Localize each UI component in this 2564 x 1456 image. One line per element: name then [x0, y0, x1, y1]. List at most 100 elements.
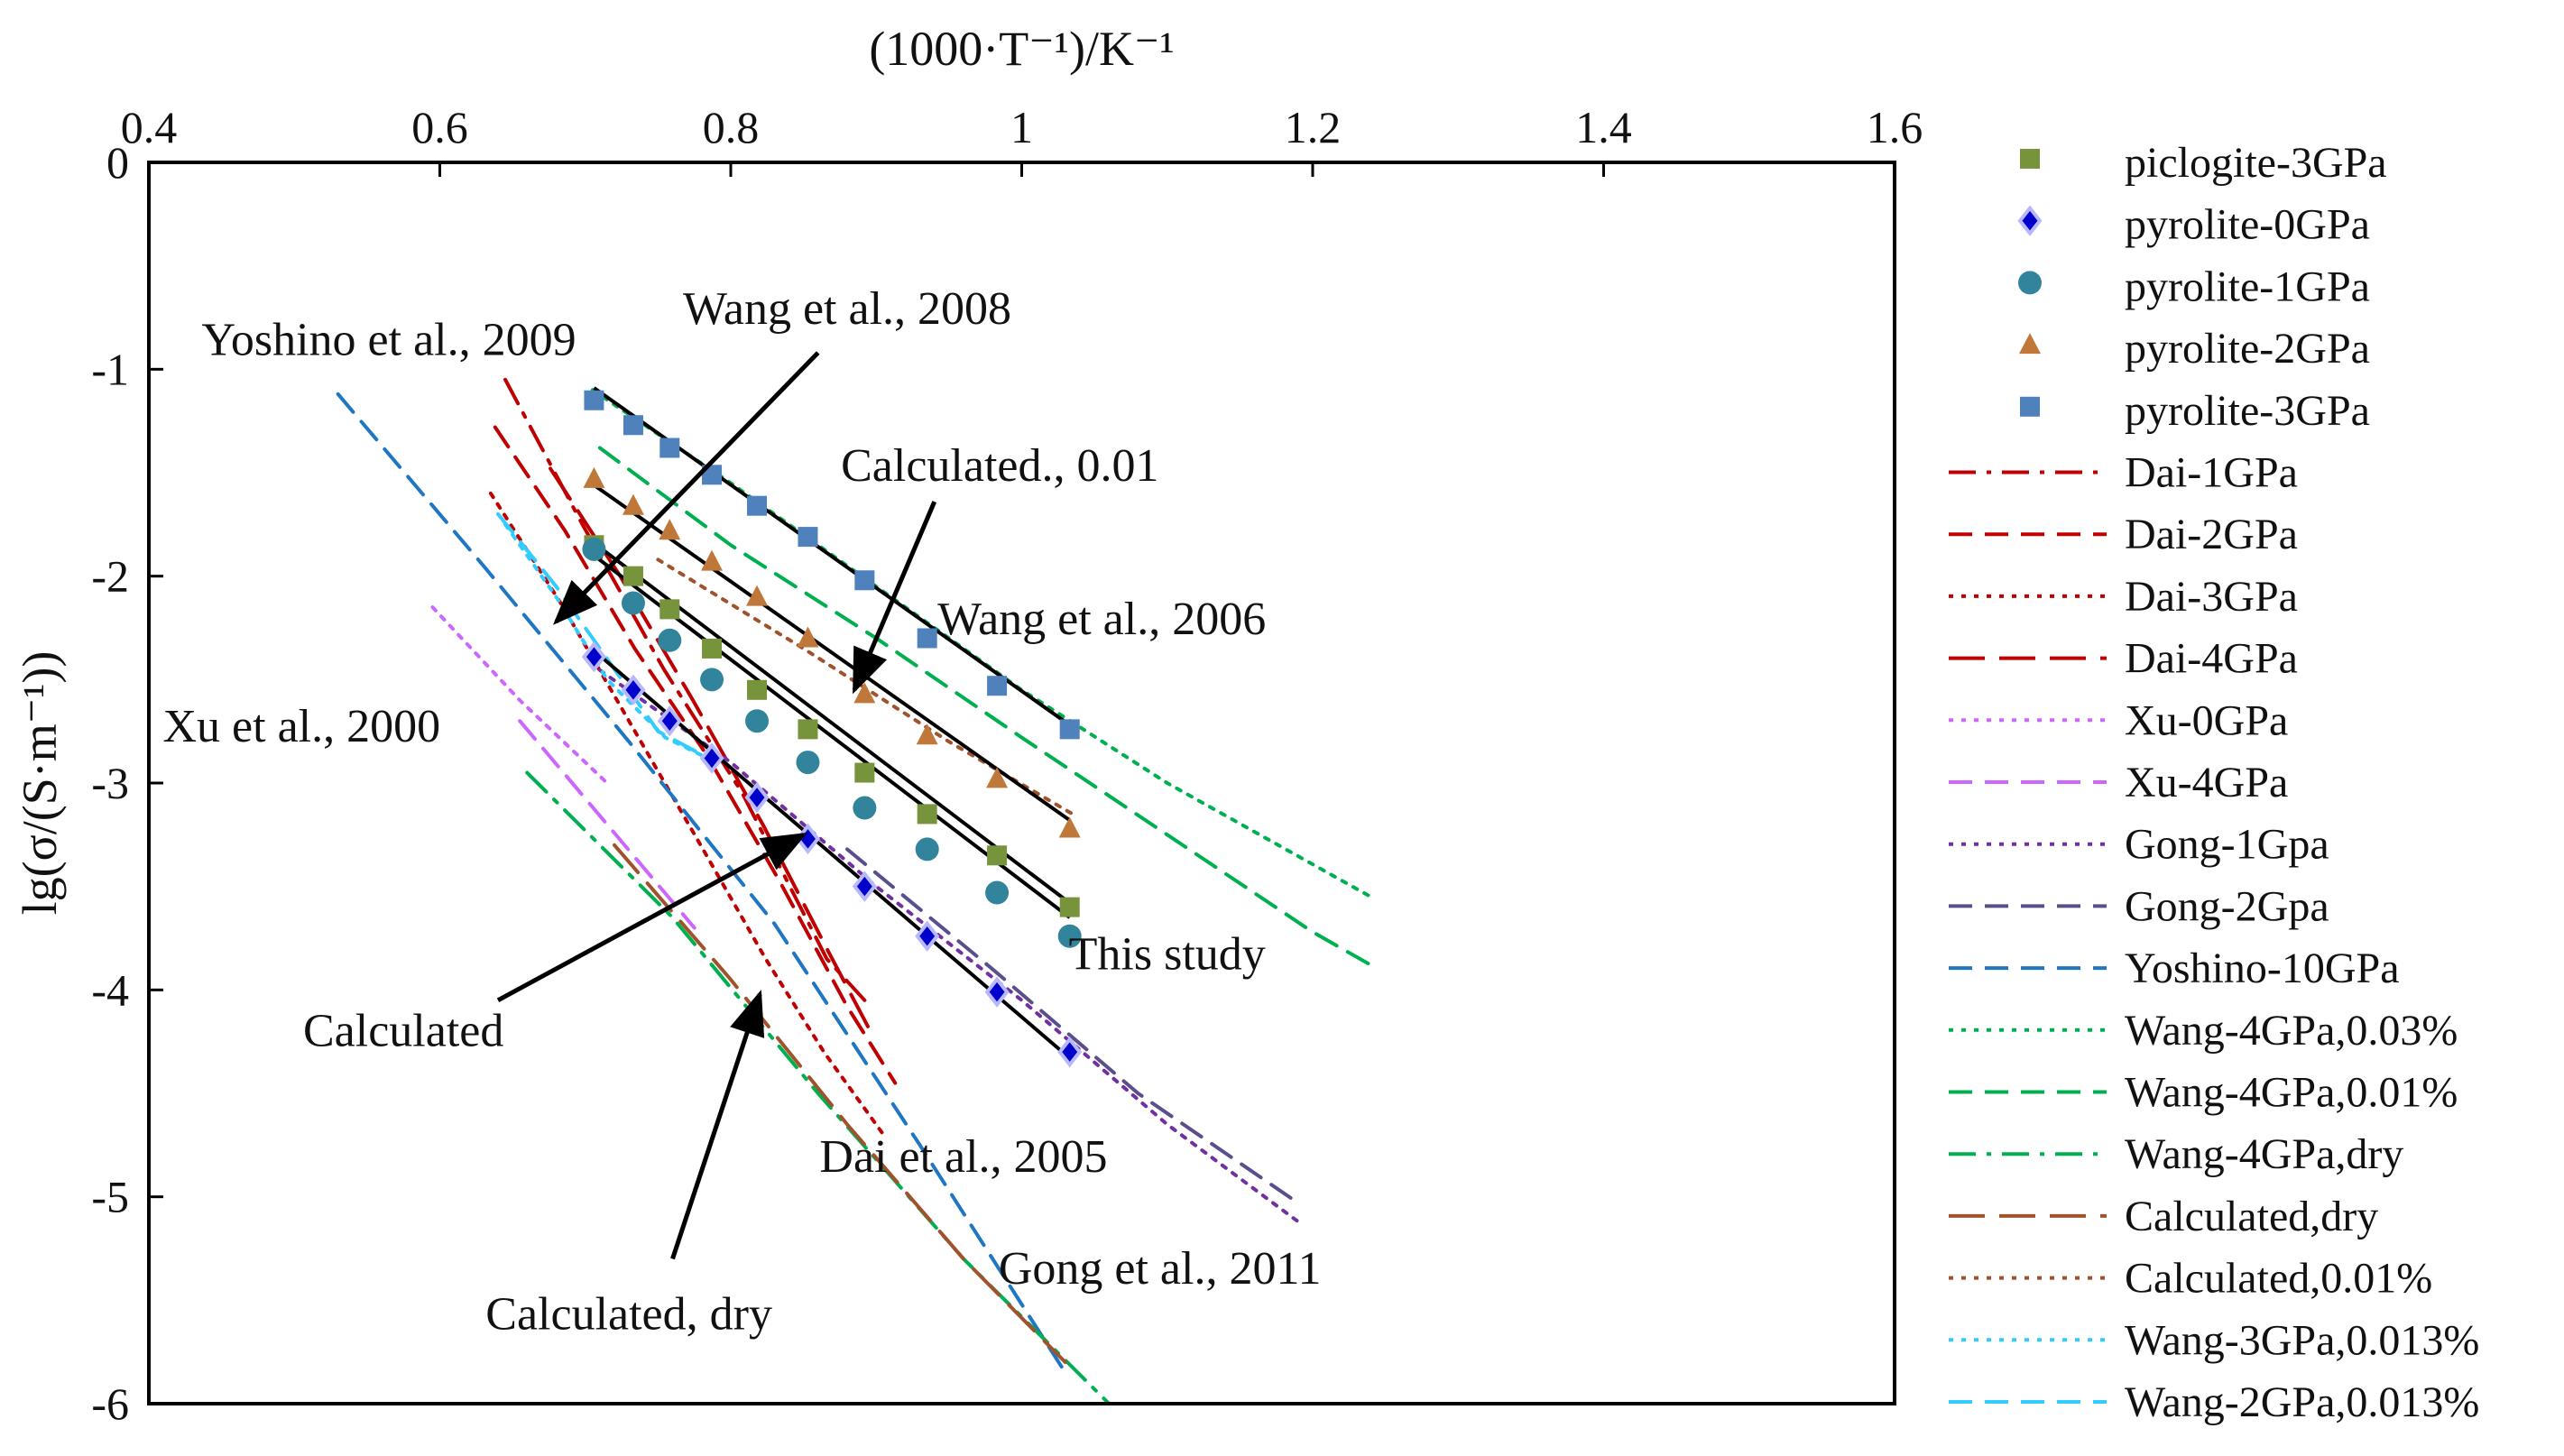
legend-item-piclogite-3gpa: piclogite-3GPa: [2020, 139, 2387, 187]
point-pyrolite-1gpa: [658, 628, 682, 652]
legend-item-wang-4gpa-0-01: Wang-4GPa,0.01%: [1949, 1069, 2458, 1117]
x-tick-label: 1.4: [1575, 102, 1632, 152]
legend-label-pyrolite-3gpa: pyrolite-3GPa: [2125, 387, 2370, 435]
annotation-gong-et-al-2011: Gong et al., 2011: [999, 1243, 1322, 1295]
series-line-dai-4gpa: [549, 466, 872, 1034]
x-tick-label: 1: [1010, 102, 1033, 152]
legend-label-pyrolite-2gpa: pyrolite-2GPa: [2125, 325, 2370, 373]
arrow-calculated-dry: [670, 990, 765, 1260]
point-pyrolite-2gpa: [1058, 816, 1081, 838]
annotation-wang-et-al-2008: Wang et al., 2008: [683, 283, 1011, 335]
point-pyrolite-2gpa: [986, 767, 1009, 788]
legend-label-wang-3gpa-0-013: Wang-3GPa,0.013%: [2125, 1316, 2479, 1364]
legend-label-dai-4gpa: Dai-4GPa: [2125, 635, 2298, 683]
point-pyrolite-0gpa: [657, 705, 682, 737]
y-tick-label: -4: [91, 964, 129, 1015]
point-pyrolite-1gpa: [985, 880, 1010, 905]
point-pyrolite-2gpa: [916, 723, 938, 745]
legend-item-xu-0gpa: Xu-0GPa: [1949, 696, 2288, 744]
legend-item-wang-4gpa-dry: Wang-4GPa,dry: [1949, 1130, 2403, 1178]
legend-item-wang-4gpa-0-03: Wang-4GPa,0.03%: [1949, 1007, 2458, 1055]
legend-label-dai-1gpa: Dai-1GPa: [2125, 449, 2298, 497]
legend-marker-pyrolite-0gpa: [2017, 205, 2043, 236]
point-pyrolite-0gpa: [915, 920, 940, 952]
legend-label-wang-4gpa-0-03: Wang-4GPa,0.03%: [2125, 1007, 2458, 1055]
legend-item-wang-3gpa-0-013: Wang-3GPa,0.013%: [1949, 1316, 2479, 1364]
point-pyrolite-0gpa: [581, 640, 606, 673]
annotation-this-study: This study: [1069, 928, 1266, 980]
x-tick-label: 1.6: [1867, 102, 1923, 152]
point-pyrolite-3gpa: [659, 438, 680, 458]
legend-item-calculated-0-01: Calculated,0.01%: [1949, 1255, 2432, 1303]
annotation-calculated-0-01: Calculated., 0.01: [841, 440, 1158, 492]
legend-item-xu-4gpa: Xu-4GPa: [1949, 759, 2288, 806]
legend-label-pyrolite-0gpa: pyrolite-0GPa: [2125, 201, 2370, 249]
point-pyrolite-2gpa: [659, 519, 681, 540]
point-pyrolite-1gpa: [582, 537, 606, 561]
legend-item-calculated-dry: Calculated,dry: [1949, 1193, 2378, 1240]
point-pyrolite-1gpa: [745, 709, 770, 733]
legend-item-dai-4gpa: Dai-4GPa: [1949, 635, 2298, 683]
series-line-gong-2gpa: [845, 847, 1300, 1205]
legend-item-dai-1gpa: Dai-1GPa: [1949, 449, 2298, 497]
legend-label-dai-3gpa: Dai-3GPa: [2125, 573, 2298, 621]
legend-label-dai-2gpa: Dai-2GPa: [2125, 511, 2298, 558]
y-tick-label: -1: [91, 344, 129, 394]
point-pyrolite-2gpa: [797, 626, 819, 648]
point-piclogite-3gpa: [702, 638, 723, 659]
x-tick-label: 0.4: [121, 102, 178, 152]
legend-marker-pyrolite-3gpa: [2020, 396, 2040, 417]
legend-item-pyrolite-1gpa: pyrolite-1GPa: [2018, 263, 2370, 310]
legend-item-pyrolite-0gpa: pyrolite-0GPa: [2017, 201, 2370, 249]
annotation-arrows-group: [496, 351, 937, 1260]
point-piclogite-3gpa: [623, 566, 643, 586]
legend-label-wang-4gpa-dry: Wang-4GPa,dry: [2125, 1130, 2403, 1178]
annotation-xu-et-al-2000: Xu et al., 2000: [163, 701, 441, 752]
legend-label-pyrolite-1gpa: pyrolite-1GPa: [2125, 263, 2370, 310]
point-pyrolite-0gpa: [744, 781, 770, 814]
axis-ticks-group: 0.4 0.6 0.8 1 1.2 1.4 1.6 0 -1 -2 -3 -4 -5 -6: [91, 102, 1923, 1429]
point-piclogite-3gpa: [659, 599, 680, 620]
point-piclogite-3gpa: [1059, 897, 1080, 917]
legend-label-xu-4gpa: Xu-4GPa: [2125, 759, 2288, 806]
x-tick-label: 0.6: [411, 102, 468, 152]
point-pyrolite-0gpa: [699, 742, 724, 774]
point-pyrolite-2gpa: [746, 585, 769, 606]
point-pyrolite-1gpa: [1057, 924, 1082, 948]
fit-pyrolite-2GPa: [593, 484, 1071, 822]
series-line-xu-0gpa: [430, 605, 609, 785]
legend-label-yoshino-10gpa: Yoshino-10GPa: [2125, 945, 2400, 992]
point-pyrolite-1gpa: [700, 668, 724, 692]
y-tick-label: 0: [106, 137, 129, 188]
annotation-dai-et-al-2005: Dai et al., 2005: [819, 1131, 1107, 1183]
y-tick-label: -2: [91, 551, 129, 602]
legend-item-gong-1gpa: Gong-1Gpa: [1949, 821, 2329, 869]
legend-marker-pyrolite-1gpa: [2018, 271, 2042, 295]
legend-label-calculated-dry: Calculated,dry: [2125, 1193, 2378, 1240]
annotation-yoshino-et-al-2009: Yoshino et al., 2009: [202, 314, 576, 365]
y-axis-label: lg(σ/(S·m⁻¹)): [13, 651, 67, 916]
series-line-calculated-0-01: [656, 558, 1074, 816]
point-pyrolite-3gpa: [623, 415, 643, 436]
legend-item-dai-2gpa: Dai-2GPa: [1949, 511, 2298, 558]
y-tick-label: -5: [91, 1172, 129, 1222]
point-pyrolite-2gpa: [583, 466, 605, 488]
arrow-wang-2008: [553, 351, 820, 625]
point-piclogite-3gpa: [917, 804, 937, 825]
point-pyrolite-1gpa: [796, 751, 820, 775]
point-pyrolite-2gpa: [701, 549, 724, 571]
legend-label-gong-1gpa: Gong-1Gpa: [2125, 821, 2329, 869]
legend-item-dai-3gpa: Dai-3GPa: [1949, 573, 2298, 621]
annotation-calculated-dry: Calculated, dry: [485, 1288, 772, 1340]
legend-label-gong-2gpa: Gong-2Gpa: [2125, 882, 2329, 930]
legend-label-calculated-0-01: Calculated,0.01%: [2125, 1255, 2432, 1303]
legend-marker-pyrolite-2gpa: [2019, 333, 2041, 355]
legend-marker-piclogite-3gpa: [2020, 149, 2040, 169]
legend: piclogite-3GPa pyrolite-0GPa pyrolite-1GPa…: [1949, 139, 2479, 1426]
legend-item-yoshino-10gpa: Yoshino-10GPa: [1949, 945, 2400, 992]
point-pyrolite-0gpa: [984, 976, 1010, 1008]
series-line-wang-4gpa-0-01: [597, 446, 1380, 972]
annotation-calculated: Calculated: [303, 1005, 503, 1056]
data-points-group: [581, 390, 1083, 1068]
